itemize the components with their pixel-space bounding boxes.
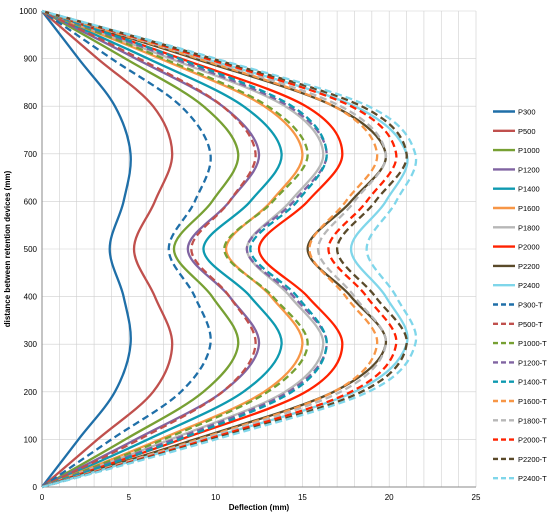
y-tick-label: 500 <box>24 245 38 254</box>
y-tick-label: 300 <box>24 340 38 349</box>
legend-label-p1000: P1000 <box>518 146 540 155</box>
legend-label-p500: P500 <box>518 127 536 136</box>
legend-label-p1800-t: P1800-T <box>518 416 547 425</box>
y-tick-label: 200 <box>24 388 38 397</box>
series-line-p1000-t <box>41 9 309 489</box>
legend-label-p2200: P2200 <box>518 262 540 271</box>
series-line-p1000 <box>41 10 240 488</box>
x-tick-label: 5 <box>127 493 132 502</box>
series-line-p1400-t <box>41 9 328 489</box>
legend-label-p1000-t: P1000-T <box>518 339 547 348</box>
y-tick-label: 400 <box>24 293 38 302</box>
legend-label-p1800: P1800 <box>518 223 540 232</box>
series-line-p2000 <box>41 9 344 489</box>
legend-label-p2200-t: P2200-T <box>518 455 547 464</box>
y-tick-label: 700 <box>24 150 38 159</box>
y-tick-label: 800 <box>24 102 38 111</box>
x-axis-ticks: 0 5 10 15 20 25 <box>40 493 481 502</box>
x-axis-title: Deflection (mm) <box>229 503 290 512</box>
legend-label-p1200-t: P1200-T <box>518 358 547 367</box>
legend-label-p1600-t: P1600-T <box>518 397 547 406</box>
legend-label-p300-t: P300-T <box>518 301 543 310</box>
x-tick-label: 10 <box>211 493 220 502</box>
legend-label-p1600: P1600 <box>518 204 540 213</box>
y-tick-label: 600 <box>24 197 38 206</box>
legend-label-p1400-t: P1400-T <box>518 378 547 387</box>
legend-label-p2000: P2000 <box>518 243 540 252</box>
chart-axes <box>41 11 476 488</box>
y-tick-label: 900 <box>24 55 38 64</box>
legend-label-p1200: P1200 <box>518 165 540 174</box>
series-line-p1200-t <box>41 9 328 489</box>
y-tick-label: 100 <box>24 435 38 444</box>
x-tick-label: 25 <box>472 493 481 502</box>
series-line-p2400-t <box>41 9 418 489</box>
y-tick-label: 0 <box>33 483 38 492</box>
legend-label-p300: P300 <box>518 108 536 117</box>
series-line-p1800-t <box>41 9 387 489</box>
x-tick-label: 0 <box>40 493 45 502</box>
series-line-p300 <box>41 10 132 488</box>
legend-label-p2400-t: P2400-T <box>518 474 547 483</box>
chart-series <box>41 9 418 489</box>
series-line-p2200-t <box>41 9 408 489</box>
x-tick-label: 15 <box>298 493 307 502</box>
x-tick-label: 20 <box>385 493 394 502</box>
legend-label-p2400: P2400 <box>518 281 540 290</box>
series-line-p2000-t <box>41 9 398 489</box>
y-tick-label: 1000 <box>19 7 37 16</box>
legend-label-p500-t: P500-T <box>518 320 543 329</box>
series-line-p1600 <box>41 9 304 489</box>
series-line-p500 <box>41 10 174 488</box>
y-axis-title: distance between retention devices (mm) <box>3 170 12 327</box>
y-axis-ticks: 0 100 200 300 400 500 600 700 800 900 1000 <box>19 7 37 492</box>
legend-label-p2000-t: P2000-T <box>518 436 547 445</box>
series-line-p500-t <box>41 9 257 489</box>
series-line-p1400 <box>41 9 283 489</box>
series-line-p300-t <box>41 10 212 488</box>
chart-legend: P300 P500 P1000 P1200 P1400 P1600 P1800 P2000 P2… <box>493 108 547 483</box>
legend-label-p1400: P1400 <box>518 185 540 194</box>
